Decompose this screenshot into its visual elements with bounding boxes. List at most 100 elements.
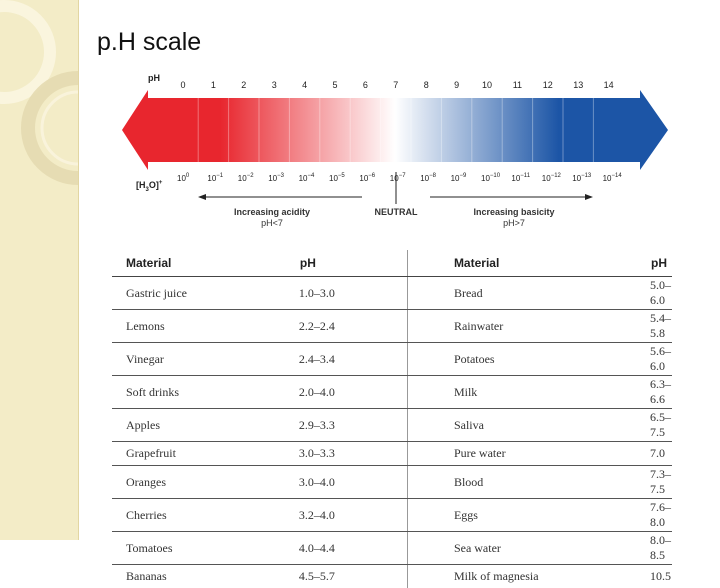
acidity-arrow-head [198,194,206,200]
material-left-cell: Vinegar [112,343,299,376]
material-left-cell: Soft drinks [112,376,299,409]
material-right-cell: Saliva [407,409,650,442]
table-header-row: Material pH Material pH [112,250,672,277]
slide-title: p.H scale [97,28,201,57]
h3o-tick-label: 10−4 [299,173,315,183]
ph-tick-label: 3 [272,80,277,90]
ph-tick-label: 6 [363,80,368,90]
material-left-cell: Oranges [112,466,299,499]
header-ph-left: pH [299,250,408,277]
h3o-tick-label: 10−14 [603,173,623,183]
neutral-label: NEUTRAL [375,207,418,217]
h3o-tick-labels: 100 10−1 10−2 10−3 10−4 10−5 10−6 10−7 10−8 10−9 1… [177,173,622,183]
material-left-cell: Grapefruit [112,442,299,466]
ph-tick-label: 4 [302,80,307,90]
ph-tick-label: 0 [180,80,185,90]
material-right-cell: Rainwater [407,310,650,343]
h3o-tick-label: 100 [177,173,190,183]
h3o-tick-label: 10−7 [390,173,406,183]
h3o-tick-label: 10−1 [207,173,223,183]
ph-left-cell: 3.0–4.0 [299,466,408,499]
ph-axis-label: pH [148,73,160,83]
acidity-ph-label: pH<7 [261,218,283,228]
ph-left-cell: 2.2–2.4 [299,310,408,343]
ph-tick-label: 11 [513,80,522,90]
material-left-cell: Cherries [112,499,299,532]
ph-right-cell: 10.5 [650,565,672,588]
ph-right-cell: 6.5–7.5 [650,409,672,442]
material-right-cell: Pure water [407,442,650,466]
material-right-cell: Milk of magnesia [407,565,650,588]
panel-divider [78,0,79,540]
h3o-tick-label: 10−12 [542,173,562,183]
h3o-tick-label: 10−8 [420,173,436,183]
ph-left-cell: 2.9–3.3 [299,409,408,442]
ph-tick-label: 12 [543,80,553,90]
material-right-cell: Eggs [407,499,650,532]
ph-tick-label: 8 [424,80,429,90]
decorative-side-panel [0,0,78,540]
h3o-tick-label: 10−10 [481,173,501,183]
h3o-tick-label: 10−13 [572,173,592,183]
ph-left-cell: 4.5–5.7 [299,565,408,588]
header-material-right: Material [407,250,650,277]
ph-right-cell: 8.0–8.5 [650,532,672,565]
material-right-cell: Sea water [407,532,650,565]
basicity-label: Increasing basicity [473,207,554,217]
ph-tick-label: 10 [482,80,492,90]
ph-right-cell: 7.0 [650,442,672,466]
h3o-tick-label: 10−9 [451,173,467,183]
ph-tick-label: 2 [241,80,246,90]
header-material-left: Material [112,250,299,277]
material-left-cell: Bananas [112,565,299,588]
material-right-cell: Blood [407,466,650,499]
h3o-tick-label: 10−5 [329,173,345,183]
material-right-cell: Potatoes [407,343,650,376]
basicity-arrow-head [585,194,593,200]
ph-left-cell: 4.0–4.4 [299,532,408,565]
ph-right-cell: 5.0–6.0 [650,277,672,310]
material-left-cell: Apples [112,409,299,442]
ph-left-cell: 2.4–3.4 [299,343,408,376]
material-left-cell: Tomatoes [112,532,299,565]
ph-right-cell: 5.6–6.0 [650,343,672,376]
decorative-rings-icon [0,0,78,540]
material-right-cell: Bread [407,277,650,310]
ph-tick-label: 5 [332,80,337,90]
ph-tick-label: 1 [211,80,216,90]
ph-tick-label: 7 [393,80,398,90]
ph-tick-label: 13 [573,80,583,90]
h3o-tick-label: 10−6 [359,173,375,183]
ph-right-cell: 5.4–5.8 [650,310,672,343]
header-ph-right: pH [650,250,672,277]
ph-tick-label: 9 [454,80,459,90]
ph-right-cell: 7.6–8.0 [650,499,672,532]
material-left-cell: Gastric juice [112,277,299,310]
material-right-cell: Milk [407,376,650,409]
ph-tick-label: 14 [604,80,614,90]
h3o-tick-label: 10−2 [238,173,254,183]
h3o-tick-label: 10−3 [268,173,284,183]
h3o-axis-label: [H3O]+ [136,180,163,193]
ph-left-cell: 3.2–4.0 [299,499,408,532]
acidity-label: Increasing acidity [234,207,310,217]
ph-left-cell: 3.0–3.3 [299,442,408,466]
ph-left-cell: 1.0–3.0 [299,277,408,310]
ph-left-cell: 2.0–4.0 [299,376,408,409]
ph-right-cell: 6.3–6.6 [650,376,672,409]
basicity-ph-label: pH>7 [503,218,525,228]
ph-right-cell: 7.3–7.5 [650,466,672,499]
ph-gradient-arrow [122,90,668,170]
